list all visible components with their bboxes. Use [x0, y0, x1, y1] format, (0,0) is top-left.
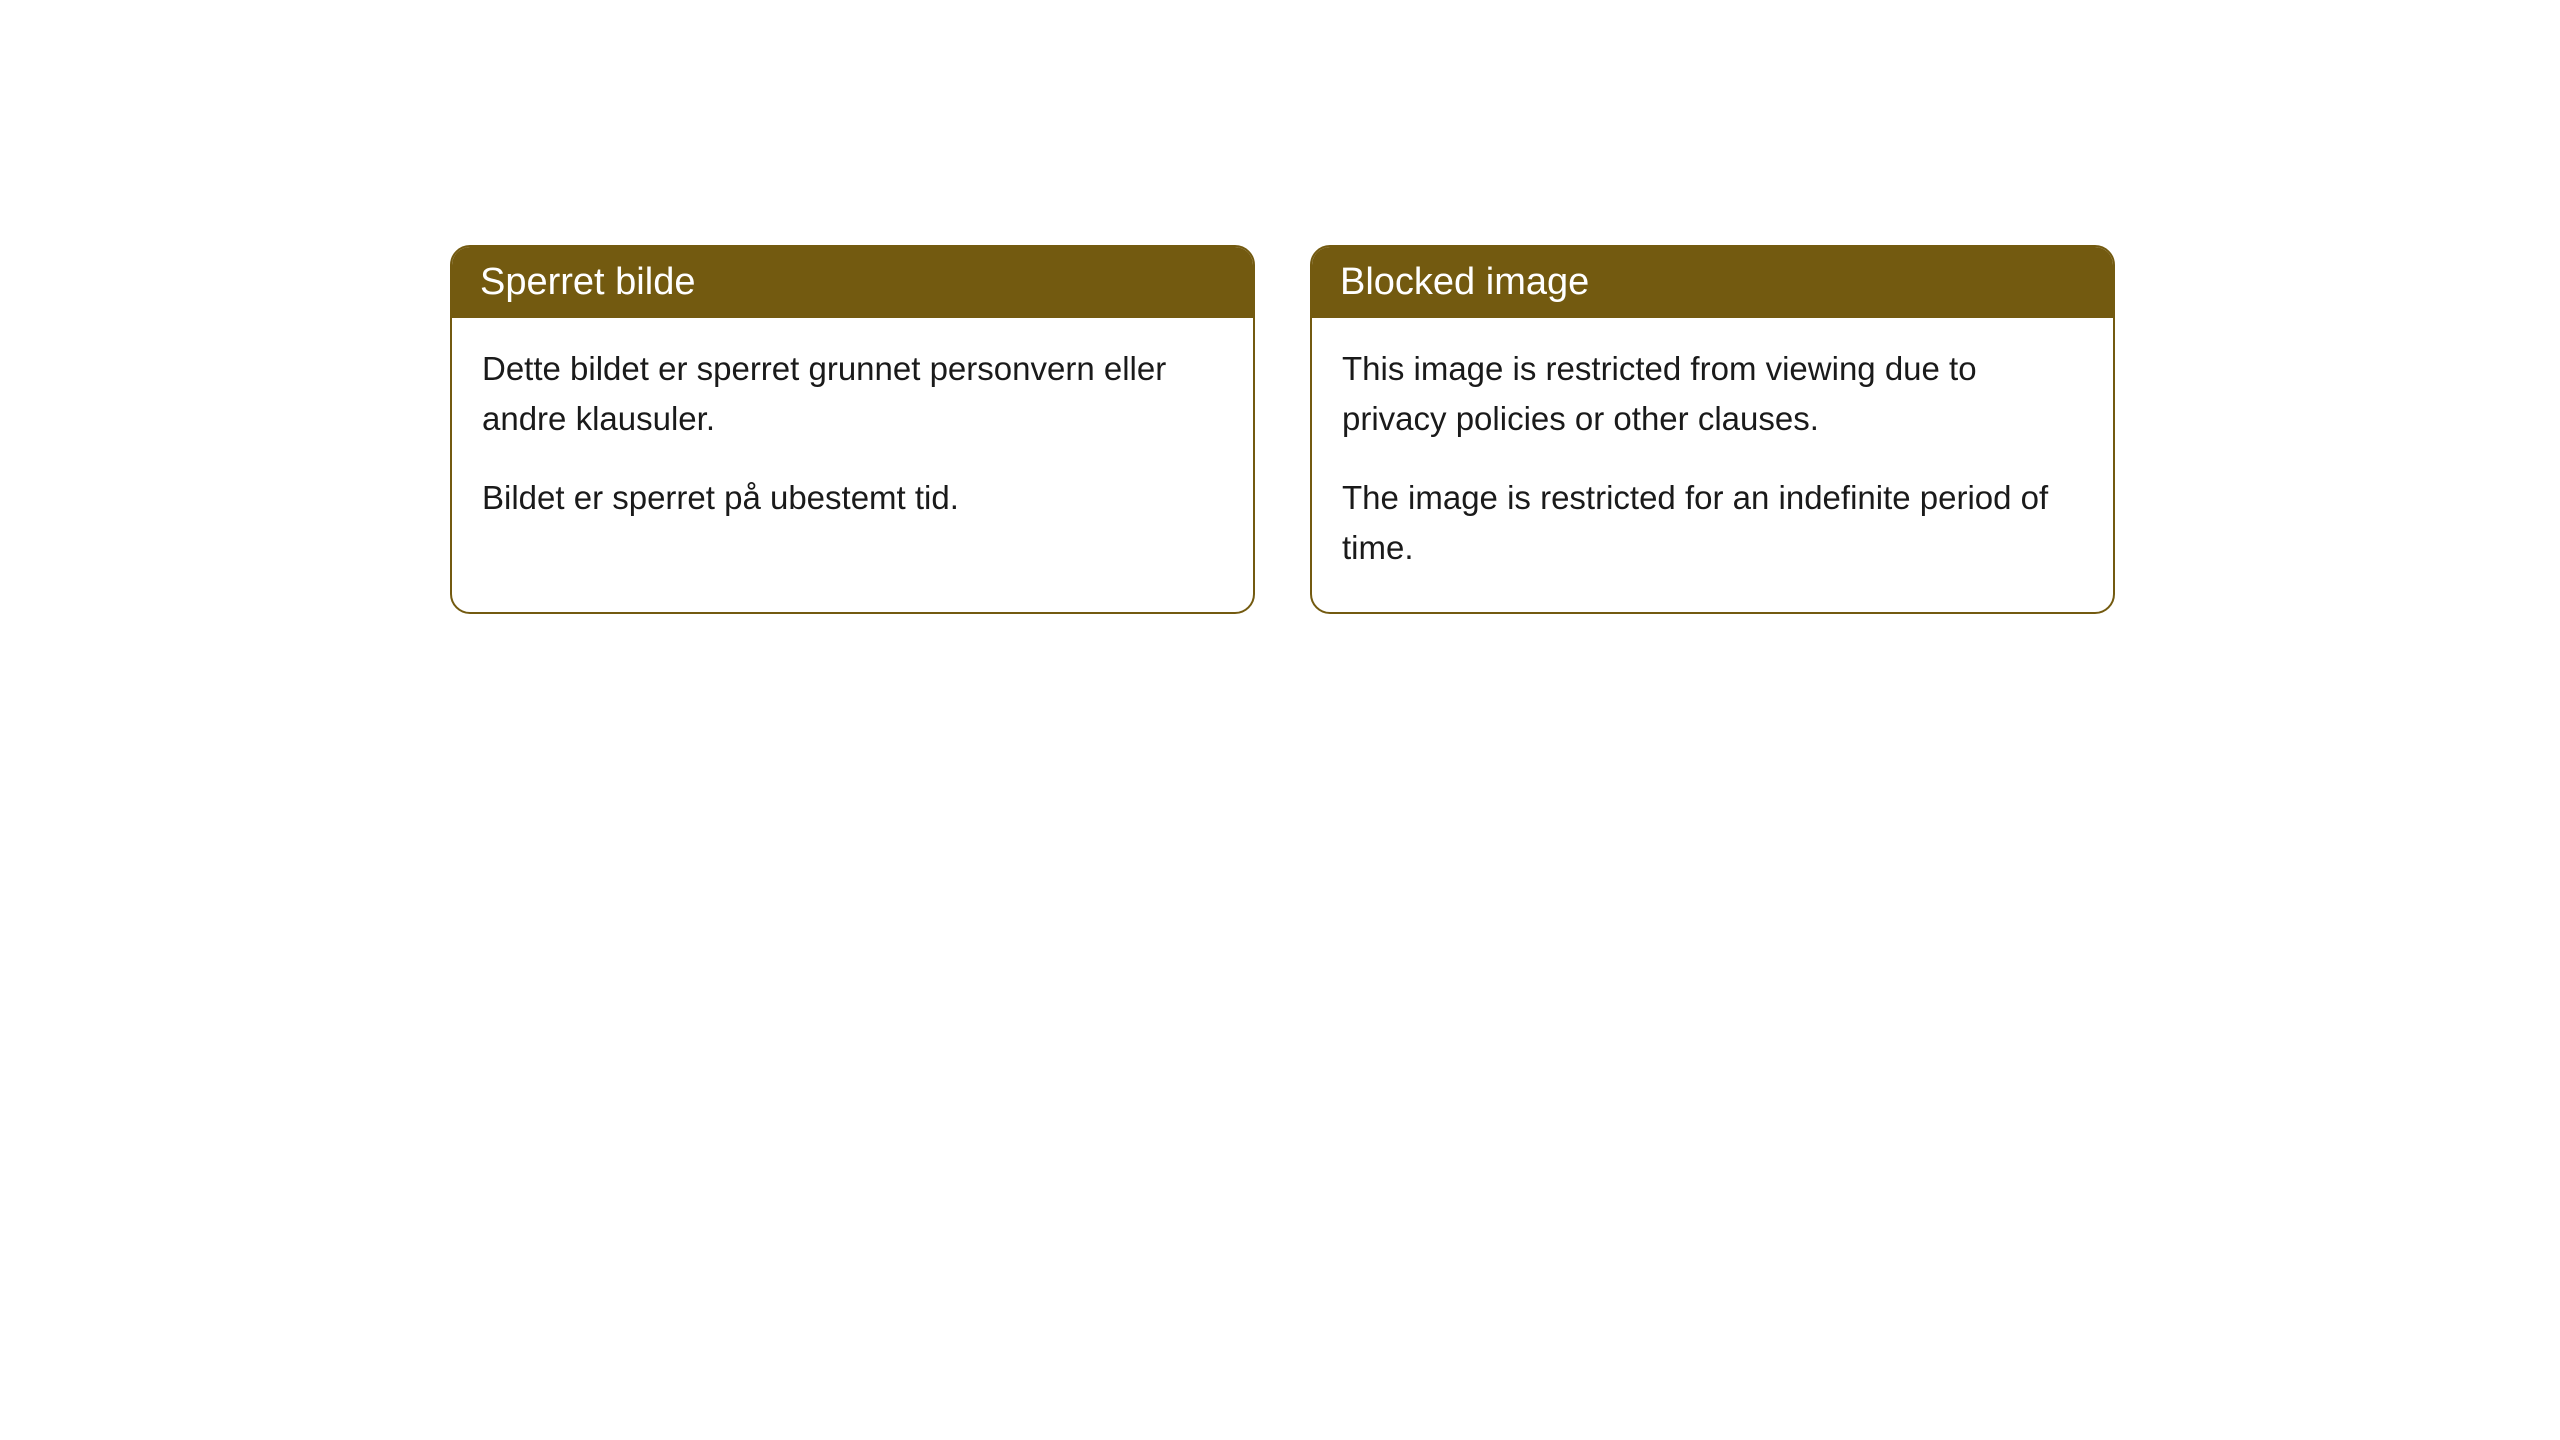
card-header-english: Blocked image [1312, 247, 2113, 318]
card-english: Blocked image This image is restricted f… [1310, 245, 2115, 614]
card-body-norwegian: Dette bildet er sperret grunnet personve… [452, 318, 1253, 563]
card-header-norwegian: Sperret bilde [452, 247, 1253, 318]
card-norwegian: Sperret bilde Dette bildet er sperret gr… [450, 245, 1255, 614]
card-title: Sperret bilde [480, 261, 695, 303]
card-paragraph-1: Dette bildet er sperret grunnet personve… [482, 344, 1223, 443]
card-body-english: This image is restricted from viewing du… [1312, 318, 2113, 612]
card-paragraph-2: The image is restricted for an indefinit… [1342, 473, 2083, 572]
card-paragraph-2: Bildet er sperret på ubestemt tid. [482, 473, 1223, 523]
cards-container: Sperret bilde Dette bildet er sperret gr… [450, 245, 2115, 614]
card-paragraph-1: This image is restricted from viewing du… [1342, 344, 2083, 443]
card-title: Blocked image [1340, 261, 1589, 303]
